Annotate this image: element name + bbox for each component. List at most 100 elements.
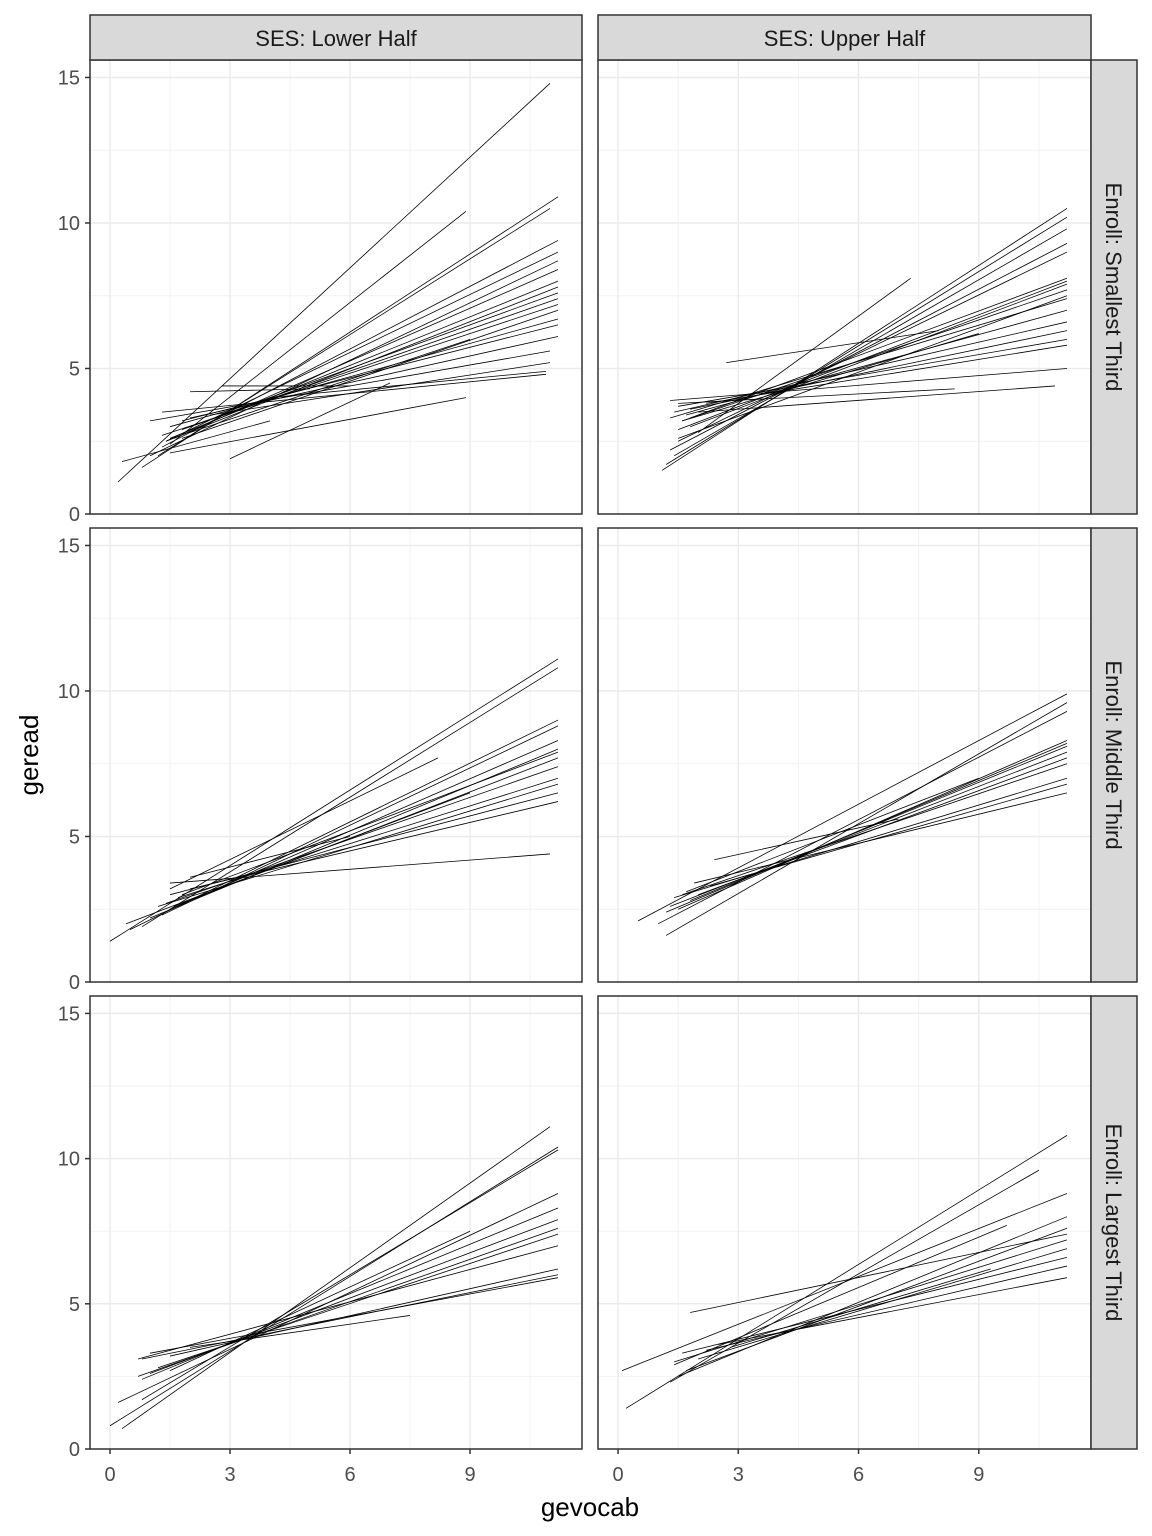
x-tick-label: 3 — [224, 1464, 235, 1486]
regression-line — [161, 304, 559, 436]
regression-line — [269, 370, 547, 398]
regression-line — [169, 211, 467, 445]
regression-line — [189, 388, 311, 393]
x-tick-label: 0 — [612, 1464, 623, 1486]
column-strip-label: SES: Lower Half — [255, 26, 417, 51]
regression-line — [678, 388, 955, 404]
regression-line — [726, 330, 939, 364]
regression-line — [169, 318, 559, 428]
regression-line — [698, 385, 1055, 413]
regression-line — [149, 1277, 559, 1354]
regression-line — [669, 242, 1068, 451]
y-tick-label: 15 — [58, 67, 80, 89]
x-tick-label: 6 — [344, 1464, 355, 1486]
y-tick-label: 10 — [58, 213, 80, 235]
regression-line — [714, 818, 899, 861]
regression-line — [678, 338, 1068, 407]
y-tick-label: 0 — [69, 1439, 80, 1461]
regression-line — [694, 792, 1068, 884]
regression-line — [674, 1239, 1068, 1363]
panel-background — [598, 528, 1091, 982]
regression-line — [674, 321, 1068, 413]
regression-line — [678, 295, 1068, 439]
y-tick-label: 0 — [69, 504, 80, 526]
regression-line — [169, 1268, 559, 1357]
regression-line — [109, 1146, 559, 1427]
regression-line — [665, 742, 1068, 913]
row-strip — [1090, 527, 1138, 983]
regression-line — [686, 777, 979, 893]
regression-line — [661, 208, 1068, 471]
regression-line — [189, 801, 559, 890]
y-tick-label: 5 — [69, 1294, 80, 1316]
regression-line — [117, 82, 551, 483]
panel-1-1 — [597, 527, 1092, 983]
y-tick-label: 5 — [69, 358, 80, 380]
regression-line — [730, 1268, 991, 1348]
x-axis-title: gevocab — [541, 1492, 639, 1522]
regression-line — [677, 251, 1068, 442]
panel-1-2: 0 3 6 9 — [597, 995, 1092, 1486]
regression-line — [698, 1248, 1068, 1360]
x-tick-label: 9 — [973, 1464, 984, 1486]
regression-line — [109, 658, 559, 942]
panel-border — [89, 995, 583, 1450]
y-tick-label: 0 — [69, 972, 80, 994]
regression-line — [682, 289, 1068, 422]
regression-line — [229, 382, 391, 460]
y-tick-label: 5 — [69, 826, 80, 848]
regression-line — [121, 420, 271, 463]
x-tick-label: 3 — [733, 1464, 744, 1486]
regression-line — [673, 1225, 1007, 1366]
regression-line — [189, 1315, 411, 1348]
regression-line — [169, 740, 559, 910]
panel-background — [90, 996, 582, 1449]
regression-line — [169, 280, 559, 439]
regression-line — [682, 333, 979, 422]
regression-line — [169, 397, 467, 454]
regression-line — [682, 1256, 1068, 1354]
regression-line — [690, 1233, 1068, 1313]
x-tick-label: 6 — [853, 1464, 864, 1486]
regression-line — [181, 751, 559, 896]
regression-line — [169, 757, 439, 890]
regression-line — [125, 792, 471, 925]
y-axis-title: geread — [14, 715, 44, 796]
regression-line — [189, 336, 559, 419]
regression-line — [690, 277, 1068, 419]
x-tick-label: 0 — [104, 1464, 115, 1486]
row-strip-label: Enroll: Largest Third — [1101, 1124, 1126, 1322]
regression-line — [209, 362, 551, 416]
regression-line — [673, 228, 1068, 457]
regression-line — [710, 783, 1068, 887]
panel-0-2: 0 5 10 15 0 3 6 9 — [58, 995, 583, 1486]
regression-line — [169, 1230, 471, 1371]
row-strip-label: Enroll: Smallest Third — [1101, 183, 1126, 392]
y-tick-label: 15 — [58, 1003, 80, 1025]
regression-line — [706, 344, 1068, 404]
column-strip-label: SES: Upper Half — [764, 26, 926, 51]
regression-line — [161, 725, 559, 916]
y-tick-label: 15 — [58, 535, 80, 557]
regression-line — [161, 373, 547, 413]
panel-border — [89, 527, 583, 983]
regression-line — [665, 216, 1068, 465]
regression-line — [682, 763, 1068, 896]
regression-line — [149, 748, 559, 919]
regression-line — [665, 702, 1068, 936]
regression-line — [189, 836, 351, 878]
panel-background — [598, 60, 1091, 514]
regression-line — [189, 339, 471, 433]
panel-background — [598, 996, 1091, 1449]
y-tick-label: 10 — [58, 681, 80, 703]
regression-line — [625, 1135, 1068, 1409]
row-strip — [1090, 59, 1138, 515]
regression-line — [670, 368, 1067, 401]
regression-line — [117, 1193, 559, 1403]
row-strip — [1090, 995, 1138, 1450]
regression-line — [141, 1274, 559, 1360]
regression-line — [621, 1193, 1068, 1371]
regression-line — [686, 309, 1068, 416]
regression-line — [137, 1245, 559, 1360]
